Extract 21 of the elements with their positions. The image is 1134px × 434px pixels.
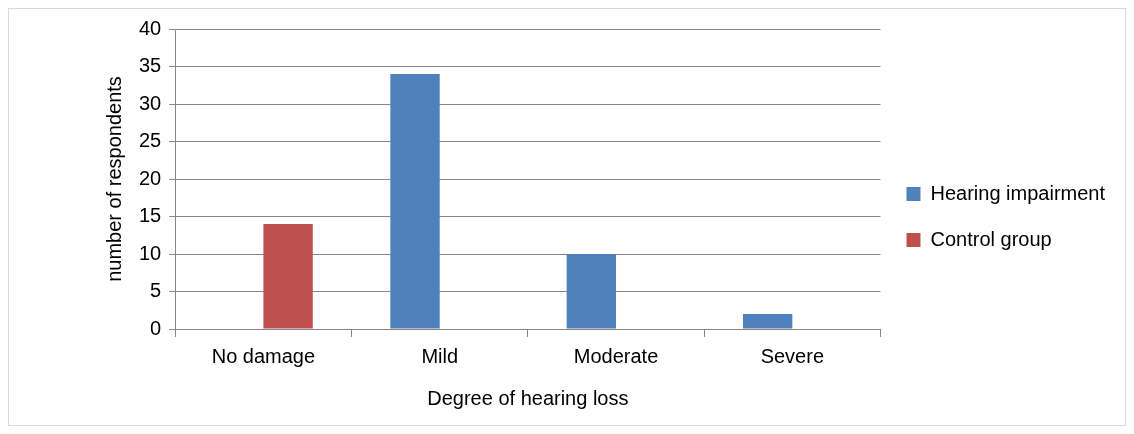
x-tick-label: Mild: [421, 344, 459, 367]
y-tick-label: 20: [139, 166, 162, 189]
x-tick-label: Moderate: [573, 344, 659, 367]
y-tick-label: 25: [139, 129, 162, 152]
legend-label: Hearing impairment: [930, 181, 1106, 204]
legend-label: Control group: [930, 227, 1052, 250]
x-axis-title: Degree of hearing loss: [427, 386, 629, 409]
y-tick-label: 0: [150, 316, 162, 339]
y-tick-label: 5: [150, 279, 162, 302]
y-tick-label: 35: [139, 54, 162, 77]
bar: [742, 314, 793, 329]
y-axis-title: number of respondents: [102, 76, 125, 282]
bar: [263, 224, 313, 329]
x-tick-label: Severe: [760, 344, 825, 367]
bar: [566, 254, 617, 329]
y-tick-label: 30: [139, 91, 162, 114]
y-tick-label: 15: [139, 204, 162, 227]
y-tick-label: 10: [139, 241, 162, 264]
y-tick-label: 40: [139, 16, 162, 39]
bar: [390, 74, 440, 329]
x-tick-label: No damage: [211, 344, 316, 367]
